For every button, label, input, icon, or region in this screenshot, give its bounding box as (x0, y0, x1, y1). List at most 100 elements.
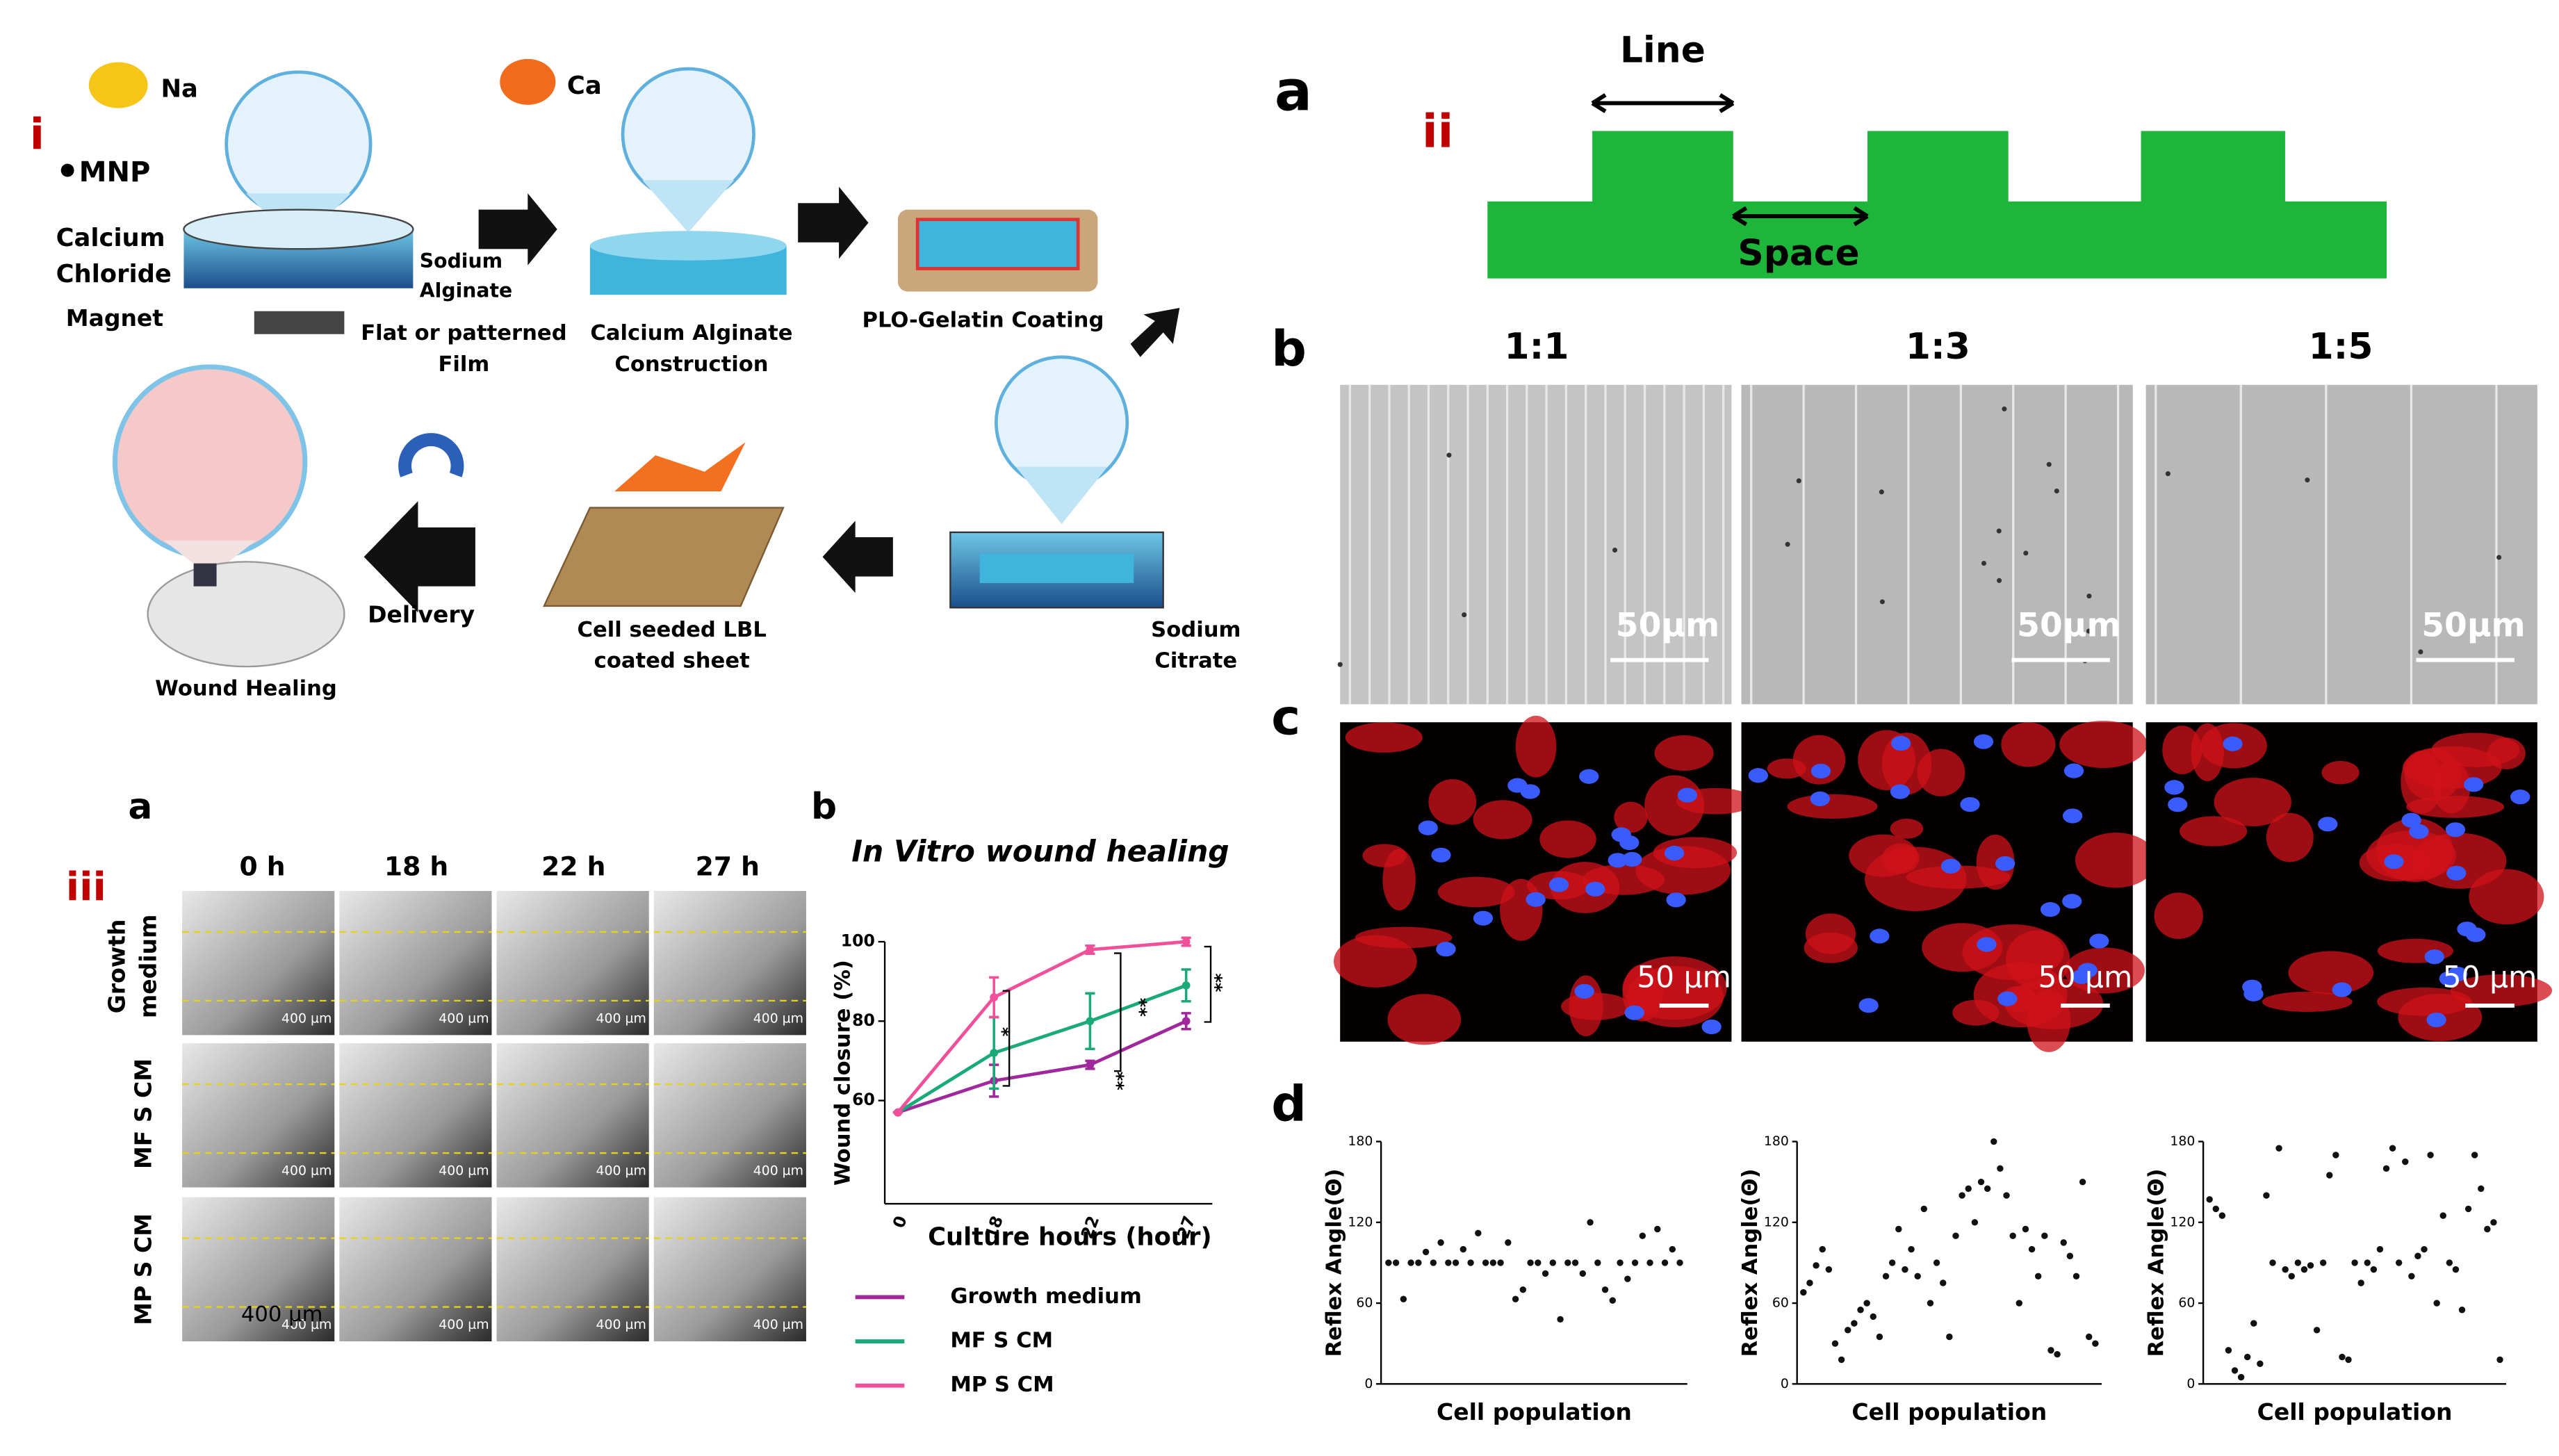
point (990, 993, 999, 1001)
point (2257, 1360, 2264, 1367)
point (1086, 1061, 1095, 1070)
nucleus (1585, 881, 1605, 897)
point (2319, 1259, 2327, 1266)
column-label: 1:1 (1505, 326, 1569, 368)
point (2370, 1266, 2378, 1273)
dish-sheet (979, 553, 1134, 583)
nucleus (1940, 858, 1961, 874)
point (2433, 1300, 2440, 1307)
cell-body (2262, 991, 2353, 1012)
scale-label: 400 µm (281, 1163, 332, 1178)
point (1819, 1245, 1826, 1253)
legend-label: MF S CM (950, 1329, 1053, 1353)
scale-label: 400 µm (596, 1318, 646, 1332)
point (1086, 1017, 1095, 1026)
series-line (897, 940, 1186, 1114)
point (2357, 1279, 2364, 1286)
pattern-profile (1487, 131, 2387, 279)
point (2003, 1192, 2010, 1199)
nucleus (1977, 937, 1997, 952)
cell-body (1382, 849, 1416, 910)
nucleus (1608, 853, 1628, 868)
label: Alginate (420, 279, 512, 302)
y-tick-label: 0 (1364, 1377, 1373, 1391)
nucleus (2223, 736, 2243, 751)
point (2414, 1252, 2421, 1259)
scale-label: 400 µm (241, 1302, 323, 1327)
point (1512, 1295, 1519, 1302)
point (2072, 1273, 2080, 1280)
point (2250, 1320, 2257, 1327)
cell-body (2450, 974, 2553, 1007)
nucleus (1748, 768, 1768, 783)
annotation: ** (1136, 997, 1157, 1017)
point (1863, 1300, 1870, 1307)
point (2022, 1225, 2029, 1233)
point (1519, 1286, 1527, 1293)
y-axis-label: Reflex Angle(Θ) (1738, 1168, 1763, 1357)
point (1557, 1316, 1564, 1323)
nucleus (2510, 790, 2531, 805)
point (1445, 1259, 1452, 1266)
panel-label: a (128, 786, 152, 828)
point (1984, 1185, 1991, 1193)
point (1927, 1300, 1934, 1307)
na-icon (88, 62, 148, 108)
label: Sodium (1151, 618, 1241, 642)
point (1933, 1259, 1940, 1266)
point (2389, 1145, 2396, 1152)
point (1617, 1259, 1624, 1266)
x-axis-label: Culture hours (hour) (928, 1223, 1212, 1252)
cell-body (2433, 760, 2471, 814)
debris (1612, 548, 1618, 553)
y-axis-label: Reflex Angle(Θ) (1323, 1168, 1347, 1357)
legend-text: Ca (567, 72, 602, 100)
scale-label: 50 µm (2443, 961, 2537, 995)
scale-label: 400 µm (753, 1163, 803, 1178)
point (2452, 1266, 2460, 1273)
nucleus (2445, 822, 2466, 837)
point (2339, 1353, 2346, 1361)
point (2060, 1239, 2067, 1246)
point (2231, 1367, 2239, 1374)
point (1542, 1270, 1549, 1277)
nucleus (1666, 892, 1686, 908)
debris (1337, 662, 1343, 667)
debris (1879, 489, 1884, 495)
point (2458, 1307, 2466, 1314)
point (1594, 1259, 1601, 1266)
panel-label: ii (1422, 104, 1453, 158)
debris (1785, 541, 1790, 547)
point (2300, 1266, 2308, 1273)
cell-body (2191, 723, 2224, 782)
nucleus (2168, 797, 2188, 812)
point (2490, 1219, 2497, 1226)
label: Film (439, 352, 490, 377)
cell-body (2214, 778, 2291, 826)
label: Cell seeded LBL (578, 618, 767, 642)
point (2041, 1232, 2048, 1239)
lbl-sheet (543, 507, 785, 607)
point (1527, 1259, 1534, 1266)
point (1857, 1307, 1864, 1314)
micrograph (182, 890, 335, 1036)
point (1876, 1333, 1883, 1341)
y-tick-label: 120 (1764, 1215, 1789, 1229)
label: Wound Healing (155, 677, 337, 701)
nucleus (2426, 1012, 2446, 1028)
panel-label: a (1275, 59, 1312, 124)
point (2275, 1145, 2282, 1152)
nucleus (1622, 851, 1642, 867)
legend-label: MP S CM (950, 1373, 1054, 1397)
scale-label: 50μm (2017, 607, 2120, 645)
dish-top (183, 208, 414, 250)
y-tick-label: 0 (2186, 1377, 2195, 1391)
point (2243, 1353, 2251, 1361)
zoom-cone (1015, 466, 1108, 525)
point (1489, 1259, 1497, 1266)
cell-body (2266, 812, 2314, 862)
nucleus (1579, 769, 1599, 784)
nucleus (1870, 929, 1890, 944)
